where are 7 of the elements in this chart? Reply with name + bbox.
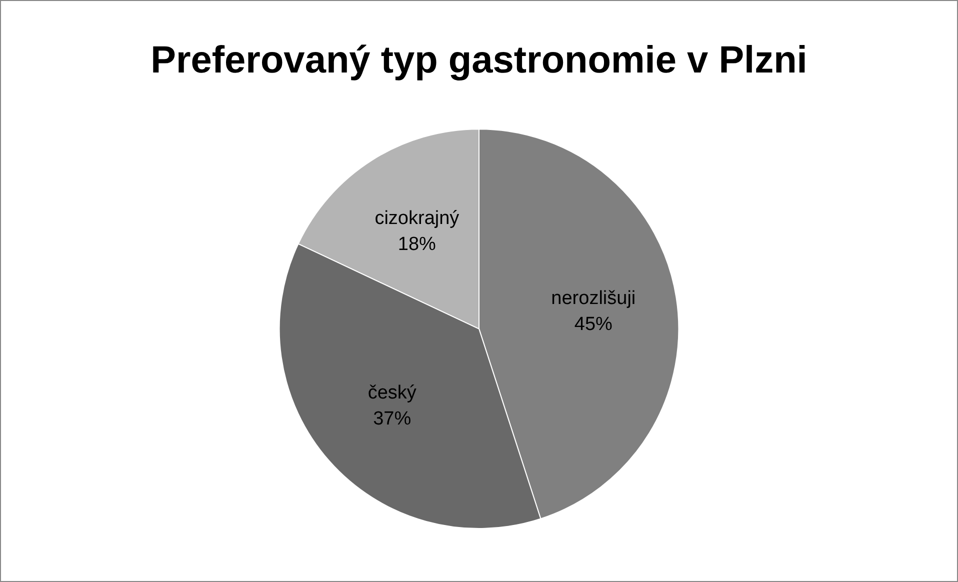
- slice-label: cizokrajný: [374, 208, 460, 230]
- data-label: 18%: [398, 234, 436, 256]
- data-label: 45%: [574, 314, 613, 335]
- data-label: 37%: [373, 408, 412, 430]
- slice-label: český: [368, 382, 417, 404]
- slice-label: nerozlišuji: [551, 288, 636, 309]
- chart-title: Preferovaný typ gastronomie v Plzni: [150, 39, 808, 82]
